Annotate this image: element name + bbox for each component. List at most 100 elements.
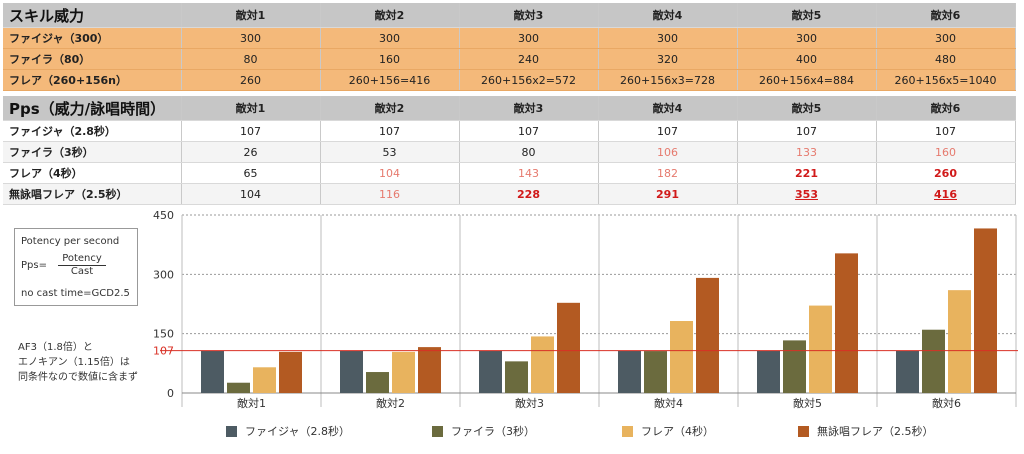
table-cell: 221 bbox=[737, 162, 877, 184]
table-cell: 107 bbox=[876, 120, 1016, 142]
table-cell: 416 bbox=[876, 183, 1016, 205]
table-cell: 106 bbox=[598, 141, 738, 163]
bar bbox=[809, 305, 832, 393]
bar bbox=[227, 382, 250, 393]
table-cell: 300 bbox=[737, 27, 877, 49]
table-cell: 107 bbox=[737, 120, 877, 142]
table-cell: 260+156x5=1040 bbox=[876, 69, 1016, 91]
bar bbox=[279, 351, 302, 393]
table-cell: 160 bbox=[876, 141, 1016, 163]
bar bbox=[835, 253, 858, 393]
table-cell: 80 bbox=[459, 141, 599, 163]
potency-table-title: スキル威力 bbox=[3, 3, 182, 28]
header-cell: 敵対5 bbox=[737, 3, 877, 28]
row-label: フレア（4秒） bbox=[3, 162, 182, 184]
table-cell: 53 bbox=[320, 141, 460, 163]
legend-swatch bbox=[798, 425, 809, 437]
table-cell: 480 bbox=[876, 48, 1016, 70]
table-cell: 80 bbox=[181, 48, 321, 70]
table-row: ファイジャ（300） 300 300 300 300 300 300 bbox=[3, 27, 1016, 49]
table-cell: 400 bbox=[737, 48, 877, 70]
row-label: 無詠唱フレア（2.5秒） bbox=[3, 183, 182, 205]
table-row: フレア（260+156n） 260 260+156=416 260+156x2=… bbox=[3, 69, 1016, 91]
row-label: ファイジャ（2.8秒） bbox=[3, 120, 182, 142]
table-row: ファイラ（3秒） 26 53 80 106 133 160 bbox=[3, 141, 1016, 163]
table-cell: 240 bbox=[459, 48, 599, 70]
legend-item: 無詠唱フレア（2.5秒） bbox=[798, 423, 934, 439]
legend-swatch bbox=[432, 425, 443, 437]
x-tick-label: 敵対2 bbox=[376, 396, 405, 410]
bar bbox=[696, 277, 719, 393]
table-cell: 291 bbox=[598, 183, 738, 205]
bar bbox=[757, 350, 780, 393]
legend-label: ファイジャ（2.8秒） bbox=[245, 425, 350, 438]
table-cell: 260+156x3=728 bbox=[598, 69, 738, 91]
table-cell: 143 bbox=[459, 162, 599, 184]
y-tick-label: 300 bbox=[153, 268, 174, 281]
pps-bar-chart: 0 150 300 450 敵対1 敵対2 敵対3 敵対4 敵対5 敵対6 107 bbox=[153, 209, 1018, 410]
formula-numerator: Potency bbox=[58, 253, 106, 266]
bar bbox=[922, 329, 945, 393]
bar bbox=[201, 350, 224, 393]
table-cell: 104 bbox=[181, 183, 321, 205]
legend-label: ファイラ（3秒） bbox=[451, 425, 535, 438]
x-tick-label: 敵対5 bbox=[793, 396, 822, 410]
table-cell: 300 bbox=[459, 27, 599, 49]
pps-table: Pps（威力/詠唱時間） 敵対1 敵対2 敵対3 敵対4 敵対5 敵対6 ファイ… bbox=[3, 96, 1016, 205]
table-cell: 300 bbox=[320, 27, 460, 49]
header-cell: 敵対3 bbox=[459, 3, 599, 28]
table-cell: 107 bbox=[181, 120, 321, 142]
legend-item: ファイラ（3秒） bbox=[432, 423, 535, 439]
header-cell: 敵対4 bbox=[598, 3, 738, 28]
table-cell: 260+156=416 bbox=[320, 69, 460, 91]
bar bbox=[505, 361, 528, 393]
header-cell: 敵対6 bbox=[876, 3, 1016, 28]
note-line: 同条件なので数値に含まず bbox=[18, 372, 138, 383]
table-cell: 260 bbox=[181, 69, 321, 91]
table-cell: 228 bbox=[459, 183, 599, 205]
header-cell: 敵対5 bbox=[737, 96, 877, 121]
legend-label: 無詠唱フレア（2.5秒） bbox=[817, 425, 934, 438]
potency-table: スキル威力 敵対1 敵対2 敵対3 敵対4 敵対5 敵対6 ファイジャ（300）… bbox=[3, 3, 1016, 91]
pps-table-title: Pps（威力/詠唱時間） bbox=[3, 96, 182, 121]
legend-swatch bbox=[622, 425, 633, 437]
bar bbox=[948, 290, 971, 393]
header-cell: 敵対6 bbox=[876, 96, 1016, 121]
header-cell: 敵対2 bbox=[320, 96, 460, 121]
bar bbox=[253, 367, 276, 393]
table-cell: 160 bbox=[320, 48, 460, 70]
table-cell: 104 bbox=[320, 162, 460, 184]
row-label: ファイラ（3秒） bbox=[3, 141, 182, 163]
y-tick-label: 150 bbox=[153, 328, 174, 341]
table-cell: 107 bbox=[459, 120, 599, 142]
potency-header-row: スキル威力 敵対1 敵対2 敵対3 敵対4 敵対5 敵対6 bbox=[3, 3, 1016, 28]
header-cell: 敵対3 bbox=[459, 96, 599, 121]
note-line: AF3（1.8倍）と bbox=[18, 342, 93, 353]
table-cell: 300 bbox=[598, 27, 738, 49]
bar bbox=[670, 321, 693, 393]
bar bbox=[896, 350, 919, 393]
bar bbox=[340, 350, 363, 393]
table-row: ファイジャ（2.8秒） 107 107 107 107 107 107 bbox=[3, 120, 1016, 142]
row-label: ファイラ（80） bbox=[3, 48, 182, 70]
bar bbox=[392, 351, 415, 393]
y-tick-label: 0 bbox=[167, 387, 174, 400]
formula-box: Potency per second Pps= Potency Cast no … bbox=[14, 228, 138, 306]
legend-item: フレア（4秒） bbox=[622, 423, 714, 439]
header-cell: 敵対1 bbox=[181, 96, 321, 121]
bar bbox=[479, 350, 502, 393]
table-row: 無詠唱フレア（2.5秒） 104 116 228 291 353 416 bbox=[3, 183, 1016, 205]
formula-pps-label: Pps= bbox=[21, 260, 47, 271]
pps-header-row: Pps（威力/詠唱時間） 敵対1 敵対2 敵対3 敵対4 敵対5 敵対6 bbox=[3, 96, 1016, 121]
bar bbox=[557, 302, 580, 393]
bar bbox=[418, 347, 441, 393]
bar bbox=[783, 340, 806, 393]
reference-line-label: 107 bbox=[153, 345, 174, 358]
y-tick-label: 450 bbox=[153, 209, 174, 222]
formula-title: Potency per second bbox=[21, 236, 120, 247]
bar bbox=[618, 350, 641, 393]
table-cell: 65 bbox=[181, 162, 321, 184]
formula-fraction: Potency Cast bbox=[58, 253, 106, 277]
table-cell: 320 bbox=[598, 48, 738, 70]
header-cell: 敵対2 bbox=[320, 3, 460, 28]
